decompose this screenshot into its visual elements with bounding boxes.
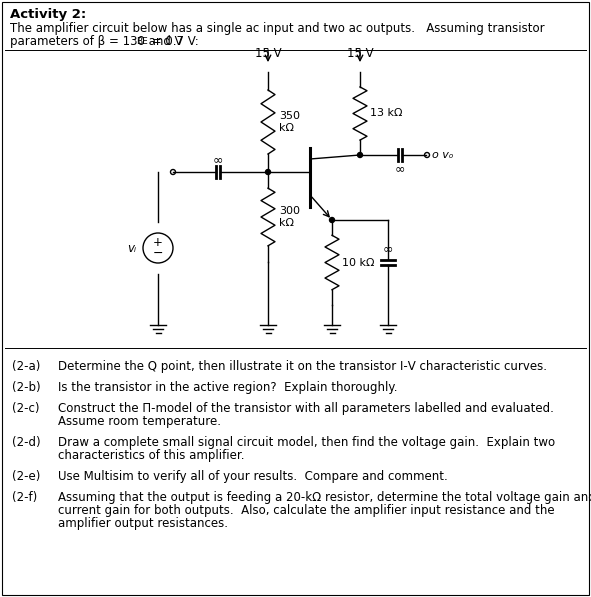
Text: Activity 2:: Activity 2: <box>10 8 86 21</box>
Text: 300
kΩ: 300 kΩ <box>279 206 300 228</box>
Text: characteristics of this amplifier.: characteristics of this amplifier. <box>58 449 245 462</box>
Text: Use Multisim to verify all of your results.  Compare and comment.: Use Multisim to verify all of your resul… <box>58 470 448 483</box>
Circle shape <box>265 170 271 174</box>
Text: (2-d): (2-d) <box>12 436 41 449</box>
Text: The amplifier circuit below has a single ac input and two ac outputs.   Assuming: The amplifier circuit below has a single… <box>10 22 545 35</box>
Text: 15 V: 15 V <box>347 47 374 60</box>
Text: (2-c): (2-c) <box>12 402 40 415</box>
Text: (2-e): (2-e) <box>12 470 40 483</box>
Text: vᵢ: vᵢ <box>127 242 136 254</box>
Text: 350
kΩ: 350 kΩ <box>279 111 300 133</box>
Text: 13 kΩ: 13 kΩ <box>370 109 402 118</box>
Text: Assume room temperature.: Assume room temperature. <box>58 415 221 428</box>
Text: o vₒ: o vₒ <box>432 150 453 160</box>
Text: Construct the Π-model of the transistor with all parameters labelled and evaluat: Construct the Π-model of the transistor … <box>58 402 554 415</box>
Text: 10 kΩ: 10 kΩ <box>342 257 375 267</box>
Circle shape <box>358 152 362 158</box>
Text: current gain for both outputs.  Also, calculate the amplifier input resistance a: current gain for both outputs. Also, cal… <box>58 504 554 517</box>
Text: +: + <box>153 236 163 250</box>
Circle shape <box>330 217 335 223</box>
Text: = 0.7 V:: = 0.7 V: <box>148 35 199 48</box>
Text: −: − <box>152 247 163 260</box>
Text: Is the transistor in the active region?  Explain thoroughly.: Is the transistor in the active region? … <box>58 381 398 394</box>
Text: (2-b): (2-b) <box>12 381 41 394</box>
Text: (2-f): (2-f) <box>12 491 37 504</box>
Text: 15 V: 15 V <box>255 47 281 60</box>
Text: BE: BE <box>136 37 148 46</box>
Text: Assuming that the output is feeding a 20-kΩ resistor, determine the total voltag: Assuming that the output is feeding a 20… <box>58 491 591 504</box>
Text: parameters of β = 130 and V: parameters of β = 130 and V <box>10 35 183 48</box>
Text: amplifier output resistances.: amplifier output resistances. <box>58 517 228 530</box>
Text: Draw a complete small signal circuit model, then find the voltage gain.  Explain: Draw a complete small signal circuit mod… <box>58 436 555 449</box>
Text: ∞: ∞ <box>395 162 405 176</box>
Text: Determine the Q point, then illustrate it on the transistor I‑V characteristic c: Determine the Q point, then illustrate i… <box>58 360 547 373</box>
Text: ∞: ∞ <box>383 242 393 256</box>
Text: ∞: ∞ <box>213 153 223 167</box>
Text: (2-a): (2-a) <box>12 360 40 373</box>
